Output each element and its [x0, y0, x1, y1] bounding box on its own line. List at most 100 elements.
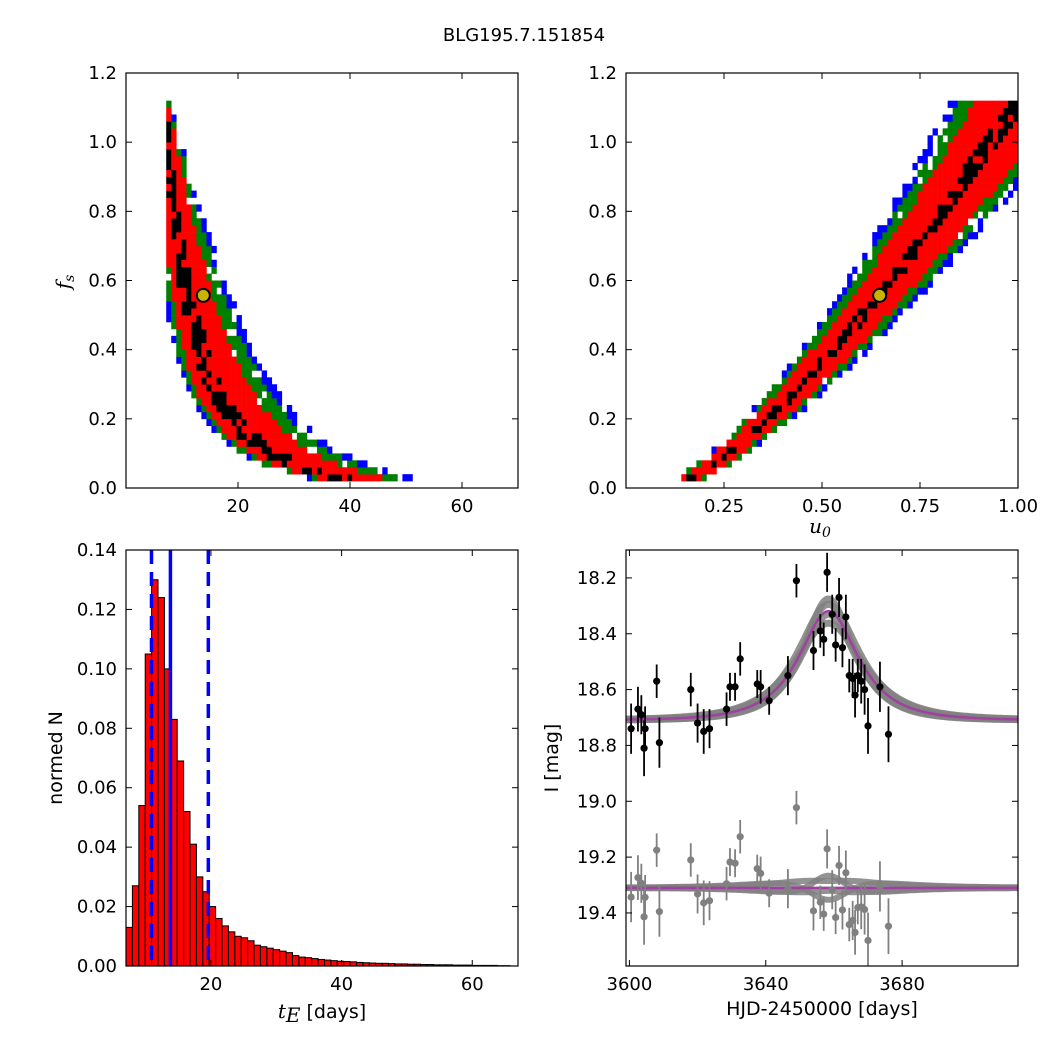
heatmap-cell — [857, 294, 863, 302]
heatmap-cell — [887, 259, 893, 267]
heatmap-cell — [947, 218, 953, 226]
heatmap-cell — [927, 252, 933, 261]
heatmap-cell — [186, 211, 192, 219]
heatmap-cell — [932, 190, 938, 198]
heatmap-cell — [186, 225, 192, 233]
heatmap-cell — [236, 418, 242, 427]
heatmap-cell — [887, 322, 893, 330]
heatmap-cell — [912, 232, 918, 240]
heatmap-cell — [686, 474, 692, 482]
heatmap-cell — [937, 232, 943, 240]
heatmap-cell — [837, 356, 843, 364]
histogram-bar — [291, 955, 300, 967]
heatmap-cell — [166, 287, 172, 295]
y-tick-label: 18.8 — [577, 735, 617, 756]
heatmap-cell — [251, 398, 257, 406]
heatmap-cell — [281, 411, 288, 420]
heatmap-cell — [216, 377, 222, 385]
y-tick-label: 0.00 — [77, 956, 117, 977]
heatmap-cell — [286, 411, 293, 420]
heatmap-cell — [231, 425, 237, 433]
heatmap-cell — [822, 370, 828, 378]
heatmap-cell — [922, 183, 928, 191]
heatmap-cell — [241, 342, 247, 350]
heatmap-cell — [992, 142, 999, 150]
heatmap-cell — [196, 259, 202, 267]
heatmap-cell — [176, 218, 182, 226]
heatmap-cell — [706, 460, 712, 468]
heatmap-cell — [176, 322, 182, 330]
heatmap-cell — [972, 149, 979, 157]
heatmap-cell — [842, 363, 848, 371]
heatmap-cell — [837, 363, 843, 371]
heatmap-cell — [211, 245, 217, 254]
heatmap-cell — [176, 287, 182, 295]
heatmap-cell — [801, 384, 808, 392]
heatmap-cell — [977, 197, 984, 205]
heatmap-cell — [862, 328, 868, 337]
heatmap-cell — [917, 169, 923, 178]
heatmap-cell — [771, 405, 778, 413]
heatmap-cell — [736, 432, 742, 440]
heatmap-cell — [972, 121, 979, 129]
heatmap-cell — [1002, 128, 1009, 136]
heatmap-cell — [726, 453, 732, 461]
heatmap-cell — [226, 418, 232, 427]
y-tick-label: 18.6 — [577, 680, 617, 701]
heatmap-cell — [837, 294, 843, 302]
heatmap-cell — [746, 418, 752, 427]
heatmap-cell — [796, 391, 803, 399]
heatmap-cell — [196, 308, 202, 316]
heatmap-cell — [286, 425, 293, 433]
heatmap-cell — [791, 363, 798, 371]
heatmap-cell — [847, 342, 853, 350]
heatmap-cell — [216, 308, 222, 316]
heatmap-cell — [947, 169, 953, 178]
heatmap-cell — [166, 114, 172, 122]
heatmap-cell — [186, 239, 192, 247]
residual-point — [637, 879, 645, 887]
residual-point — [634, 874, 642, 882]
heatmap-cell — [306, 425, 313, 433]
heatmap-cell — [191, 356, 197, 364]
heatmap-cell — [181, 315, 187, 323]
heatmap-cell — [887, 239, 893, 247]
heatmap-cell — [181, 259, 187, 267]
heatmap-cell — [311, 460, 318, 468]
heatmap-cell — [377, 474, 383, 482]
heatmap-cell — [967, 225, 974, 233]
heatmap-cell — [691, 467, 697, 475]
heatmap-cell — [957, 190, 964, 198]
heatmap-cell — [987, 204, 994, 212]
heatmap-cell — [181, 218, 187, 226]
heatmap-cell — [171, 335, 177, 344]
heatmap-cell — [266, 453, 273, 461]
heatmap-cell — [276, 446, 283, 454]
heatmap-cell — [957, 149, 964, 157]
heatmap-cell — [816, 370, 823, 378]
data-point — [653, 677, 661, 685]
heatmap-cell — [231, 363, 237, 371]
heatmap-cell — [862, 315, 868, 323]
heatmap-cell — [897, 287, 903, 295]
heatmap-cell — [832, 301, 838, 309]
heatmap-cell — [992, 162, 999, 171]
heatmap-cell — [276, 453, 283, 461]
heatmap-cell — [1012, 114, 1019, 122]
heatmap-cell — [781, 377, 788, 385]
heatmap-cell — [196, 363, 202, 371]
heatmap-cell — [171, 176, 177, 184]
heatmap-cell — [261, 453, 268, 461]
heatmap-cell — [236, 363, 242, 371]
heatmap-cell — [236, 356, 242, 364]
heatmap-cell — [942, 142, 948, 150]
heatmap-cell — [1002, 169, 1009, 178]
heatmap-cell — [1007, 121, 1014, 129]
heatmap-cell — [957, 176, 964, 184]
heatmap-cell — [867, 315, 873, 323]
heatmap-cell — [952, 225, 958, 233]
heatmap-cell — [887, 266, 893, 274]
heatmap-cell — [216, 356, 222, 364]
heatmap-cell — [201, 342, 207, 350]
heatmap-cell — [927, 169, 933, 178]
